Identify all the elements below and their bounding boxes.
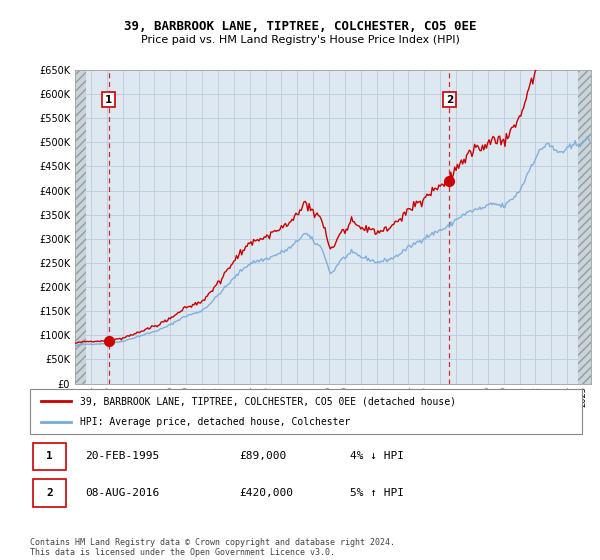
- FancyBboxPatch shape: [30, 389, 582, 434]
- Text: Contains HM Land Registry data © Crown copyright and database right 2024.
This d: Contains HM Land Registry data © Crown c…: [30, 538, 395, 557]
- Text: 4% ↓ HPI: 4% ↓ HPI: [350, 451, 404, 461]
- Bar: [75, 70, 86, 384]
- Text: HPI: Average price, detached house, Colchester: HPI: Average price, detached house, Colc…: [80, 417, 350, 427]
- Text: 5% ↑ HPI: 5% ↑ HPI: [350, 488, 404, 498]
- Text: 1: 1: [105, 95, 112, 105]
- Text: 08-AUG-2016: 08-AUG-2016: [85, 488, 160, 498]
- FancyBboxPatch shape: [33, 442, 66, 470]
- FancyBboxPatch shape: [33, 479, 66, 507]
- Text: 20-FEB-1995: 20-FEB-1995: [85, 451, 160, 461]
- Text: £420,000: £420,000: [240, 488, 294, 498]
- Text: Price paid vs. HM Land Registry's House Price Index (HPI): Price paid vs. HM Land Registry's House …: [140, 35, 460, 45]
- Text: 39, BARBROOK LANE, TIPTREE, COLCHESTER, CO5 0EE: 39, BARBROOK LANE, TIPTREE, COLCHESTER, …: [124, 20, 476, 32]
- Text: 1: 1: [46, 451, 53, 461]
- Text: £89,000: £89,000: [240, 451, 287, 461]
- Text: 39, BARBROOK LANE, TIPTREE, COLCHESTER, CO5 0EE (detached house): 39, BARBROOK LANE, TIPTREE, COLCHESTER, …: [80, 396, 455, 407]
- Bar: [578, 70, 591, 384]
- Text: 2: 2: [446, 95, 453, 105]
- Text: 2: 2: [46, 488, 53, 498]
